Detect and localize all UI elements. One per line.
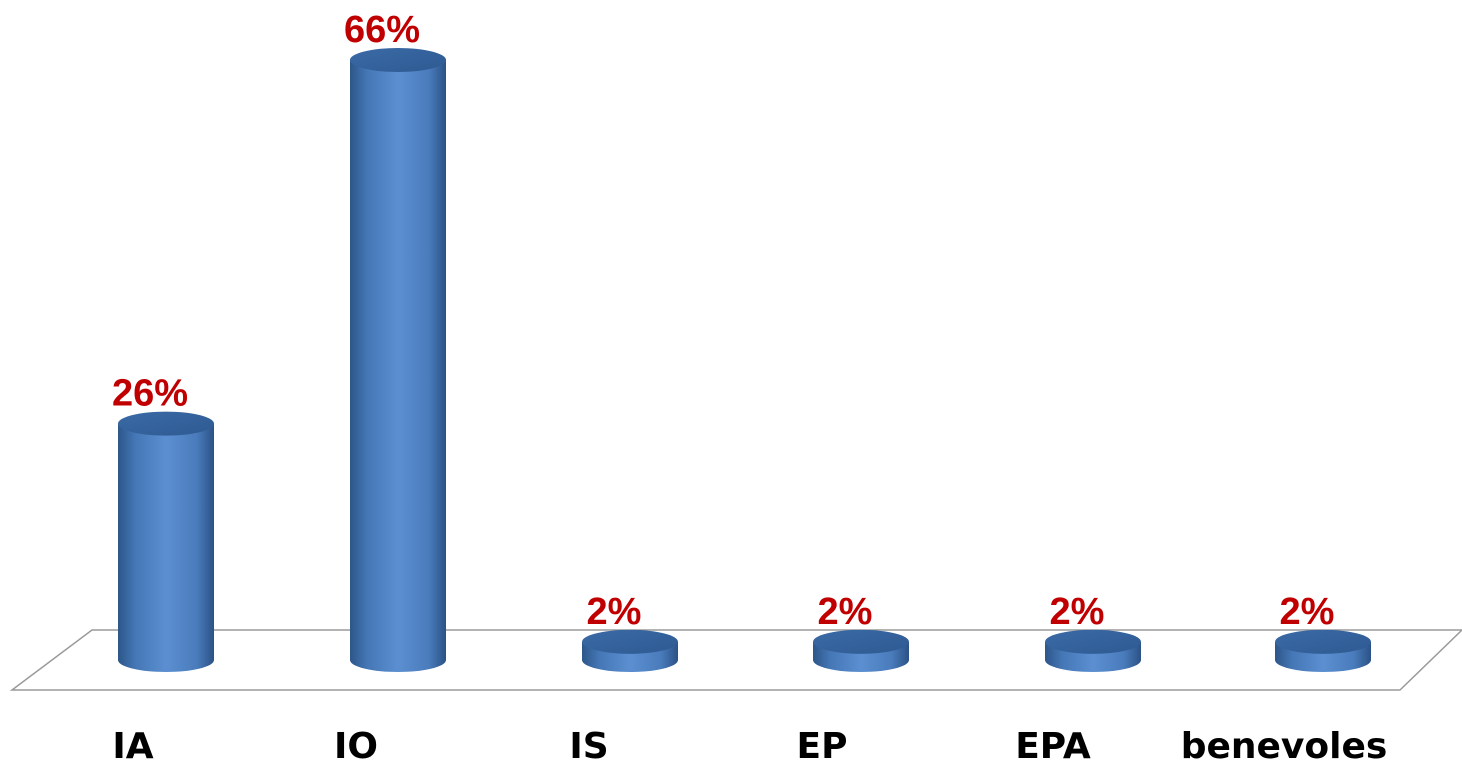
bar-body	[118, 423, 214, 672]
bar-ia	[118, 411, 214, 672]
category-label: IA	[112, 726, 153, 760]
bar-ep	[813, 629, 909, 672]
bars-group	[118, 48, 1371, 672]
bar-top	[582, 629, 678, 654]
category-label: EP	[797, 726, 848, 760]
bar-top	[1045, 629, 1141, 654]
bar-top	[118, 411, 214, 436]
category-label: IO	[334, 726, 378, 760]
value-label: 66%	[344, 9, 420, 51]
bar-epa	[1045, 629, 1141, 672]
value-labels-group: 26% 66% 2% 2% 2% 2%	[112, 9, 1334, 633]
value-label: 2%	[1280, 591, 1335, 633]
bar-top	[813, 629, 909, 654]
value-label: 2%	[818, 591, 873, 633]
bar-is	[582, 629, 678, 672]
bar-top	[1275, 629, 1371, 654]
category-label: IS	[569, 726, 608, 760]
value-label: 26%	[112, 373, 188, 415]
chart-floor	[9, 629, 1462, 691]
bar-benevoles	[1275, 629, 1371, 672]
category-label: EPA	[1015, 726, 1091, 760]
category-label: benevoles	[1181, 726, 1388, 760]
bar-top	[350, 48, 446, 72]
value-label: 2%	[1050, 591, 1105, 633]
value-label: 2%	[587, 591, 642, 633]
bar-io	[350, 48, 446, 672]
category-labels-group: IA IO IS EP EPA benevoles	[112, 726, 1387, 760]
bar-body	[350, 60, 446, 672]
